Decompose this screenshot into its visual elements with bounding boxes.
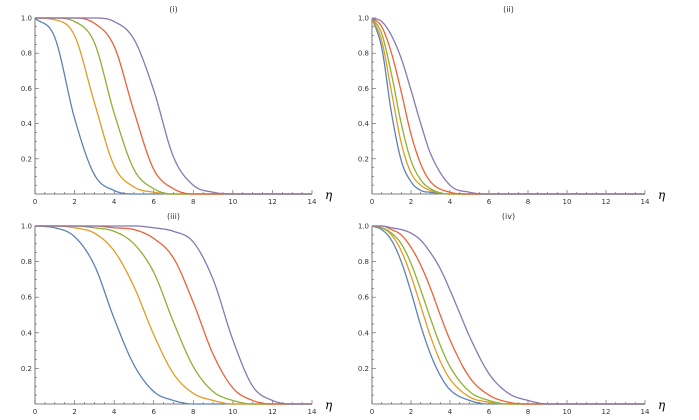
- x-tick-label: 8: [191, 198, 195, 206]
- series-line-2: [35, 225, 312, 405]
- series-line-2: [34, 17, 312, 195]
- x-tick-label: 14: [308, 198, 317, 206]
- x-axis-label: η: [658, 188, 666, 202]
- x-axis-label: η: [325, 398, 333, 412]
- series-line-4: [372, 225, 645, 405]
- series-line-1: [34, 225, 312, 405]
- x-tick-label: 2: [409, 408, 413, 416]
- x-tick-label: 12: [268, 408, 277, 416]
- x-tick-label: 10: [563, 408, 572, 416]
- x-tick-label: 8: [526, 408, 530, 416]
- x-tick-label: 0: [370, 408, 374, 416]
- y-tick-label: 0.2: [358, 155, 369, 163]
- series-line-4: [35, 17, 312, 195]
- x-tick-label: 8: [526, 198, 530, 206]
- x-tick-label: 10: [228, 408, 237, 416]
- y-tick-label: 0.2: [21, 155, 32, 163]
- x-tick-label: 4: [448, 198, 453, 206]
- series-line-3: [371, 17, 645, 195]
- x-tick-label: 14: [641, 198, 650, 206]
- y-tick-label: 0.8: [21, 258, 32, 266]
- x-tick-label: 12: [602, 408, 611, 416]
- series-line-2: [371, 17, 645, 195]
- x-tick-label: 6: [487, 198, 492, 206]
- series-line-3: [371, 225, 645, 405]
- y-tick-label: 0.4: [21, 120, 33, 128]
- series-line-1: [371, 225, 645, 405]
- y-tick-label: 0.4: [358, 329, 370, 337]
- x-tick-label: 2: [72, 198, 76, 206]
- x-tick-label: 0: [33, 198, 37, 206]
- y-tick-label: 1.0: [21, 15, 32, 23]
- series-line-4: [371, 17, 645, 195]
- y-tick-label: 0.6: [21, 294, 33, 302]
- y-tick-label: 0.8: [358, 50, 369, 58]
- y-tick-label: 0.6: [21, 85, 33, 93]
- x-tick-label: 6: [487, 408, 492, 416]
- x-tick-label: 0: [33, 408, 37, 416]
- y-tick-label: 1.0: [358, 15, 369, 23]
- y-tick-label: 0.2: [21, 365, 32, 373]
- x-tick-label: 2: [409, 198, 413, 206]
- series-line-5: [35, 17, 312, 195]
- x-tick-label: 6: [151, 198, 156, 206]
- x-tick-label: 10: [228, 198, 237, 206]
- x-tick-label: 4: [112, 408, 117, 416]
- panel-title: (ii): [503, 5, 514, 14]
- y-tick-label: 0.4: [358, 120, 370, 128]
- x-tick-label: 0: [370, 198, 374, 206]
- y-tick-label: 0.6: [358, 85, 370, 93]
- series-line-2: [371, 225, 645, 405]
- x-tick-label: 4: [112, 198, 117, 206]
- x-tick-label: 14: [641, 408, 650, 416]
- panel-title: (iv): [502, 212, 515, 221]
- chart-panel-2: 0 2 4 6 8 10 12 14 0.2 0.4 0.6 0.8 1.0 (ii) η: [358, 5, 666, 206]
- x-tick-label: 6: [151, 408, 156, 416]
- y-tick-label: 1.0: [21, 223, 32, 231]
- x-axis-label: η: [325, 188, 333, 202]
- x-tick-label: 12: [602, 198, 611, 206]
- x-tick-label: 4: [448, 408, 453, 416]
- y-tick-label: 0.8: [358, 258, 369, 266]
- x-tick-label: 12: [268, 198, 277, 206]
- chart-panel-1: 0 2 4 6 8 10 12 14 0.2 0.4 0.6 0.8 1.0 (i) η: [21, 5, 333, 206]
- y-tick-label: 1.0: [358, 223, 369, 231]
- x-tick-label: 14: [308, 408, 317, 416]
- series-line-5: [372, 225, 645, 405]
- chart-panel-4: 0 2 4 6 8 10 12 14 0.2 0.4 0.6 0.8 1.0 (iv) η: [358, 212, 666, 416]
- series-line-5: [371, 17, 645, 195]
- panel-title: (iii): [167, 212, 180, 221]
- panel-title: (i): [169, 5, 177, 14]
- x-tick-label: 2: [72, 408, 76, 416]
- series-line-1: [371, 17, 645, 195]
- series-line-3: [35, 17, 312, 195]
- x-axis-label: η: [658, 398, 666, 412]
- series-line-1: [34, 17, 312, 195]
- series-line-5: [35, 225, 312, 405]
- x-tick-label: 10: [563, 198, 572, 206]
- x-tick-label: 8: [191, 408, 195, 416]
- chart-panel-3: 0 2 4 6 8 10 12 14 0.2 0.4 0.6 0.8 1.0 (iii) η: [21, 212, 333, 416]
- series-line-3: [35, 225, 312, 405]
- y-tick-label: 0.4: [21, 329, 33, 337]
- y-tick-label: 0.2: [358, 365, 369, 373]
- y-tick-label: 0.8: [21, 50, 32, 58]
- y-tick-label: 0.6: [358, 294, 370, 302]
- series-line-4: [35, 225, 312, 405]
